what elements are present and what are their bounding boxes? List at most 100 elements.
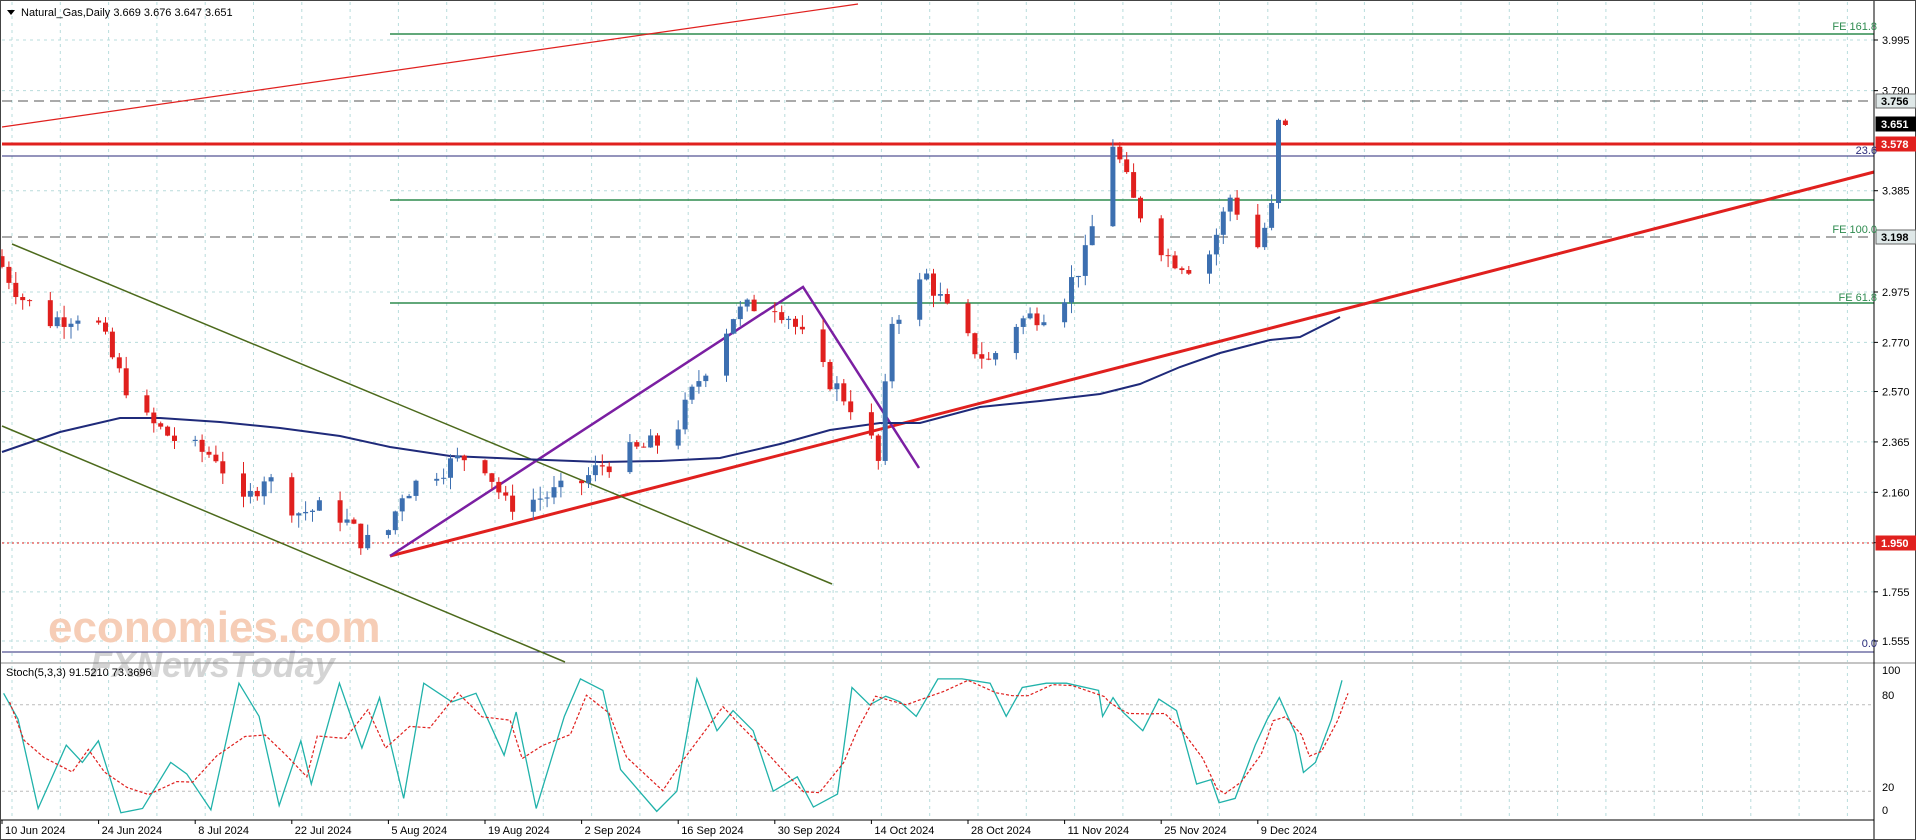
candle-body: [316, 500, 322, 511]
candle-body: [1179, 268, 1185, 271]
candle-body: [1207, 254, 1212, 274]
watermark-brand: economies.com: [48, 603, 381, 652]
candle-body: [1138, 197, 1143, 219]
triangle-down-icon[interactable]: [7, 10, 15, 15]
candle-body: [68, 323, 74, 327]
candle-body: [772, 311, 778, 313]
candle-body: [61, 317, 67, 327]
candle-body: [737, 306, 743, 320]
candle-body: [1172, 255, 1178, 269]
price-label-box: [1875, 535, 1916, 551]
time-tick-label: 8 Jul 2024: [198, 825, 249, 837]
candle-body: [296, 513, 302, 516]
candle-body: [123, 368, 129, 396]
candle-body: [303, 511, 309, 514]
candle-body: [199, 439, 205, 452]
time-tick-label: 28 Oct 2024: [971, 825, 1031, 837]
candle-body: [13, 282, 19, 298]
candle-body: [599, 465, 605, 467]
candle-body: [579, 480, 585, 484]
candle-body: [592, 465, 598, 476]
price-label-text: 3.756: [1881, 96, 1909, 108]
candle-body: [1117, 146, 1123, 160]
trend-drawings: [1, 3, 1875, 663]
zero-label: 0.0: [1862, 638, 1877, 650]
candle-body: [434, 478, 440, 481]
candle-body: [793, 318, 798, 327]
candle-body: [648, 435, 654, 448]
upper-red-trendline[interactable]: [1, 3, 859, 128]
candle-body: [220, 461, 226, 474]
candle-body: [385, 530, 391, 535]
candle-body: [1124, 159, 1130, 173]
price-label-box: [1875, 229, 1916, 245]
candle-body: [848, 401, 854, 413]
candle-body: [641, 446, 647, 448]
candle-body: [337, 500, 343, 523]
stoch-tick-label: 0: [1882, 805, 1888, 817]
candle-body: [413, 480, 419, 496]
stoch-label: Stoch(5,3,3) 91.5210 73.3696: [6, 667, 152, 679]
candle-body: [979, 354, 985, 359]
candle-body: [1276, 119, 1281, 204]
candle-body: [206, 451, 212, 455]
candle-body: [682, 399, 688, 430]
candle-body: [1131, 172, 1137, 198]
candle-body: [1041, 322, 1047, 326]
candle-body: [96, 320, 102, 323]
time-tick-label: 14 Oct 2024: [874, 825, 934, 837]
candle-body: [751, 299, 757, 312]
candle-body: [448, 458, 453, 478]
candle-body: [165, 426, 171, 436]
fib236-label: 23.6: [1856, 145, 1877, 157]
candle-body: [558, 480, 564, 488]
candle-body: [47, 300, 53, 327]
candle-body: [482, 460, 488, 474]
candle-body: [496, 481, 502, 493]
price-label-text: 3.198: [1881, 232, 1909, 244]
price-label-text: 1.950: [1881, 538, 1909, 550]
candle-body: [310, 510, 315, 512]
channel-upper-line[interactable]: [11, 243, 833, 585]
candle-body: [779, 312, 785, 321]
price-label-box: [1875, 116, 1916, 132]
candle-body: [461, 455, 467, 461]
candle-body: [151, 412, 157, 424]
swing-abc-line[interactable]: [389, 285, 921, 558]
candle-body: [993, 353, 999, 360]
candle-body: [1213, 234, 1219, 255]
candle-body: [730, 319, 736, 334]
candle-body: [931, 273, 936, 296]
candle-body: [544, 497, 550, 499]
candle-body: [441, 477, 447, 479]
candle-body: [241, 473, 246, 497]
price-tick-label: 1.755: [1882, 587, 1910, 599]
candle-body: [116, 357, 122, 369]
stoch-tick-label: 20: [1882, 782, 1894, 794]
candle-body: [1034, 313, 1040, 326]
price-tick-label: 2.570: [1882, 387, 1910, 399]
time-tick-label: 5 Aug 2024: [391, 825, 447, 837]
candle-body: [834, 383, 840, 390]
time-tick-label: 10 Jun 2024: [5, 825, 66, 837]
candle-body: [827, 362, 833, 390]
ma-line: [1, 316, 1341, 464]
candle-body: [1062, 302, 1068, 323]
candle-body: [399, 498, 405, 512]
price-tick-label: 3.995: [1882, 35, 1910, 47]
moving-average: [1, 316, 1341, 464]
price-label-box: [1875, 136, 1916, 152]
candle-body: [1255, 214, 1261, 248]
candles: [0, 118, 1288, 555]
support-trendline[interactable]: [389, 170, 1875, 558]
time-tick-label: 25 Nov 2024: [1164, 825, 1226, 837]
price-tick-label: 3.385: [1882, 186, 1910, 198]
candle-body: [20, 297, 26, 301]
channel-lower-line[interactable]: [1, 425, 566, 663]
candle-body: [1069, 277, 1074, 303]
candle-body: [344, 519, 350, 523]
candle-body: [365, 534, 371, 549]
candle-body: [1110, 146, 1116, 227]
symbol-line: Natural_Gas,Daily 3.669 3.676 3.647 3.65…: [21, 7, 233, 19]
